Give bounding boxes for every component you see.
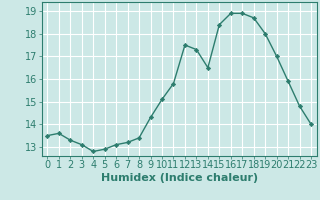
X-axis label: Humidex (Indice chaleur): Humidex (Indice chaleur) [100,173,258,183]
